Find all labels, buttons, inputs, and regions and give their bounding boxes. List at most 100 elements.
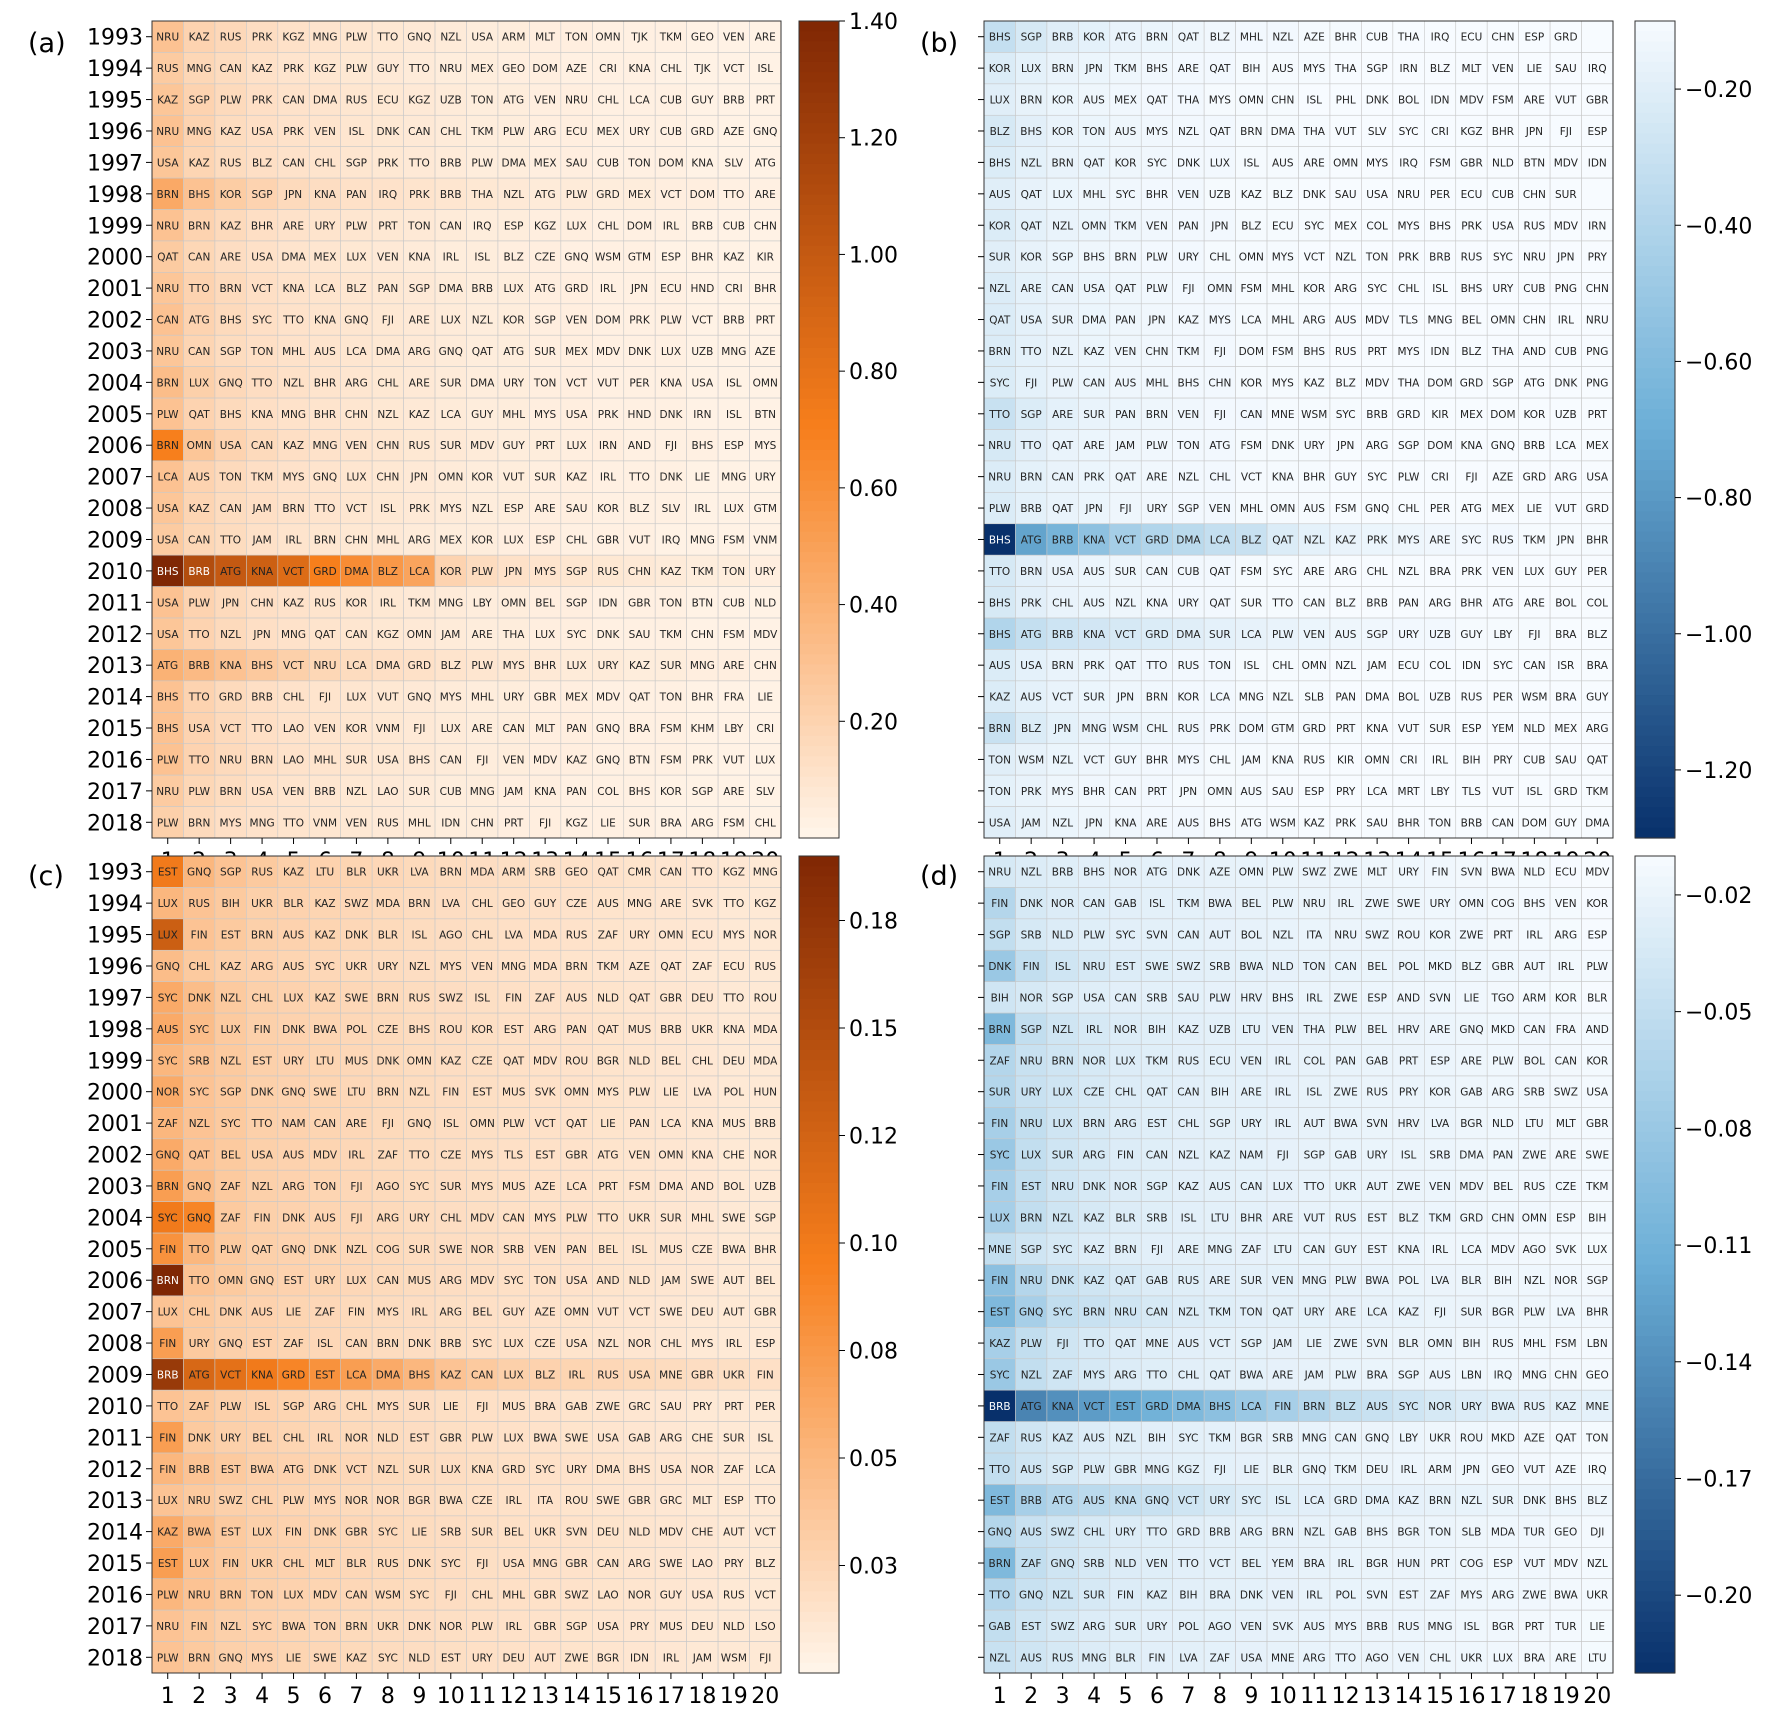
cell-label: SYC [1493,660,1513,672]
cell-label: ARE [1524,95,1545,107]
cell-label: USA [377,754,400,766]
cell-label: BGR [1366,1558,1388,1570]
cell-label: MNG [721,346,746,358]
colorbar-segment [1635,368,1675,380]
heatmap-cell [654,680,687,713]
colorbar-segment [799,153,839,165]
cell-label: KNA [691,1118,714,1130]
cell-label: NOR [156,1087,179,1099]
cell-label: WSM [1270,817,1296,829]
cell-label: UKR [1461,1652,1483,1664]
heatmap-cell [749,617,782,650]
cell-label: GUY [1114,754,1137,766]
cell-label: BWA [187,1527,212,1539]
heatmap-cell [560,617,593,650]
cell-label: SGP [1587,1275,1608,1287]
heatmap-cell [686,743,719,776]
cell-label: GNQ [1365,1432,1389,1444]
cell-label: DOM [532,63,557,75]
cell-label: LTU [347,1087,366,1099]
cell-label: MEX [565,692,588,704]
cell-label: SUR [660,1212,682,1224]
cell-label: RUS [1052,1652,1074,1664]
colorbar-segment [1635,1162,1675,1174]
cell-label: KAZ [283,440,304,452]
cell-label: KOR [220,189,242,201]
heatmap-cell [717,146,750,179]
cell-label: GUY [1586,692,1609,704]
colorbar-tick-label: 0.20 [849,710,898,735]
colorbar-segment [799,133,839,145]
heatmap-cell [686,20,719,53]
cell-label: SWZ [1302,867,1326,879]
cell-label: KAZ [189,157,210,169]
cell-label: GRD [1302,723,1326,735]
cell-label: TLS [1461,786,1481,798]
x-tick-label: 4 [1087,1684,1101,1709]
cell-label: OMN [1522,1212,1547,1224]
cell-label: LTU [1242,1024,1261,1036]
cell-label: PRT [535,440,555,452]
cell-label: ZAF [378,1150,398,1162]
cell-label: GBR [628,1495,651,1507]
cell-label: BRN [1020,1212,1042,1224]
cell-label: BHS [408,1024,430,1036]
cell-label: TON [1082,126,1106,138]
cell-label: DOM [658,157,683,169]
cell-label: SRB [1146,992,1167,1004]
cell-label: KAZ [723,252,744,264]
cell-label: CUB [660,95,682,107]
cell-label: LTU [1274,1244,1293,1256]
x-tick-label: 16 [1457,1684,1485,1709]
heatmap-cell [434,712,467,745]
colorbar-segment [1635,1060,1675,1072]
cell-label: TON [313,1181,337,1193]
cell-label: ARE [1178,63,1199,75]
colorbar-segment [1635,1203,1675,1215]
colorbar-segment [799,1050,839,1061]
cell-label: ARE [1084,440,1105,452]
cell-label: NLD [1052,930,1074,942]
cell-label: UKR [345,961,367,973]
colorbar-segment [799,1621,839,1633]
colorbar-segment [799,174,839,185]
cell-label: NZL [989,283,1010,295]
cell-label: URY [315,1275,336,1287]
cell-label: ARE [1461,1055,1482,1067]
cell-label: AUS [1083,1495,1105,1507]
cell-label: GTM [628,252,651,264]
heatmap-cell [371,460,404,493]
cell-label: VEN [471,961,493,973]
cell-label: BRB [188,566,210,578]
cell-label: MHL [471,692,494,704]
cell-label: ROU [1397,930,1420,942]
cell-label: CUB [440,786,462,798]
cell-label: GUY [660,1589,683,1601]
colorbar-tick-label: 0.05 [849,1447,898,1472]
heatmap-cell [151,177,184,210]
cell-label: BHS [408,754,430,766]
cell-label: GBR [345,1527,368,1539]
heatmap-cell [214,20,247,53]
colorbar-segment [799,429,839,441]
cell-label: BRB [723,315,745,327]
colorbar-segment [799,633,839,645]
cell-label: RUS [1020,1432,1042,1444]
cell-label: PLW [220,1401,242,1413]
colorbar-segment [1635,174,1675,185]
heatmap-cell [434,617,467,650]
cell-label: LCA [755,1464,776,1476]
colorbar-segment [799,1182,839,1194]
colorbar-segment [1635,500,1675,512]
cell-label: SLV [725,157,744,169]
cell-label: VEN [534,95,556,107]
cell-label: LUX [221,1024,241,1036]
cell-label: MNG [281,409,306,421]
cell-label: DNK [1020,898,1044,910]
cell-label: OMN [1333,157,1358,169]
cell-label: BGR [1460,1118,1482,1130]
colorbar-segment [1635,266,1675,277]
cell-label: CHL [660,63,681,75]
cell-label: BEL [1493,1181,1513,1193]
y-tick-label: 2014 [87,686,143,711]
